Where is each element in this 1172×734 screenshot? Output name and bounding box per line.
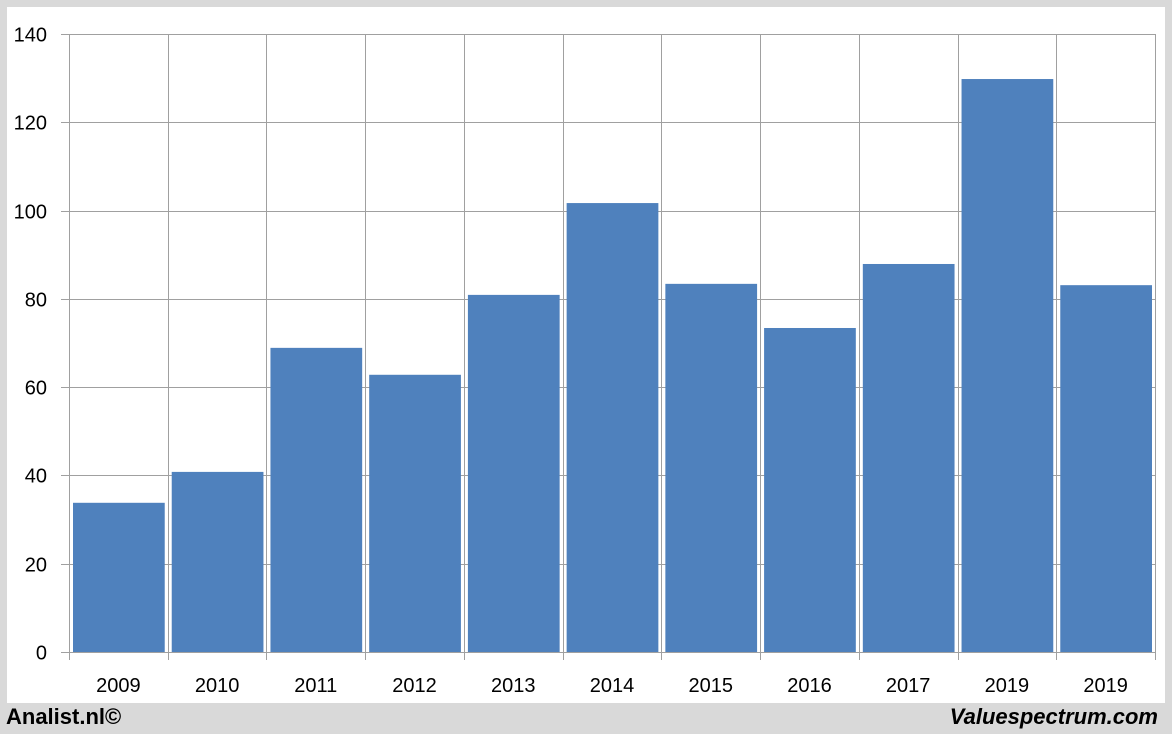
x-tick-label: 2016 — [787, 675, 832, 697]
y-tick-label: 80 — [25, 290, 47, 312]
x-tick-label: 2009 — [96, 675, 141, 697]
x-tick-label: 2012 — [392, 675, 437, 697]
x-tick-label: 2015 — [688, 675, 733, 697]
footer-brand-right: Valuespectrum.com — [949, 704, 1158, 729]
bar-2013 — [467, 294, 560, 652]
bar-2011 — [270, 347, 363, 652]
y-tick-label: 100 — [14, 202, 47, 224]
bar-2019 — [961, 79, 1054, 653]
bar-2017 — [862, 263, 955, 652]
x-tick-label: 2013 — [491, 675, 536, 697]
footer-brand-left: Analist.nl© — [6, 704, 122, 729]
bar-2010 — [171, 471, 264, 652]
bar-2019 — [1060, 285, 1152, 652]
x-tick-label: 2011 — [294, 675, 337, 697]
bar-2015 — [665, 283, 758, 652]
y-tick-label: 60 — [25, 378, 47, 400]
bar-2012 — [369, 374, 461, 652]
x-tick-label: 2010 — [195, 675, 240, 697]
bar-2016 — [764, 327, 856, 652]
x-tick-label: 2019 — [1083, 675, 1128, 697]
y-tick-label: 40 — [25, 466, 47, 488]
x-tick-label: 2019 — [985, 675, 1030, 697]
y-tick-label: 20 — [25, 555, 47, 577]
y-tick-label: 0 — [36, 643, 47, 665]
y-tick-label: 140 — [14, 25, 47, 47]
bar-2014 — [566, 203, 659, 652]
x-tick-label: 2017 — [886, 675, 931, 697]
x-tick-label: 2014 — [590, 675, 635, 697]
y-tick-label: 120 — [14, 113, 47, 135]
bar-2009 — [73, 502, 165, 652]
